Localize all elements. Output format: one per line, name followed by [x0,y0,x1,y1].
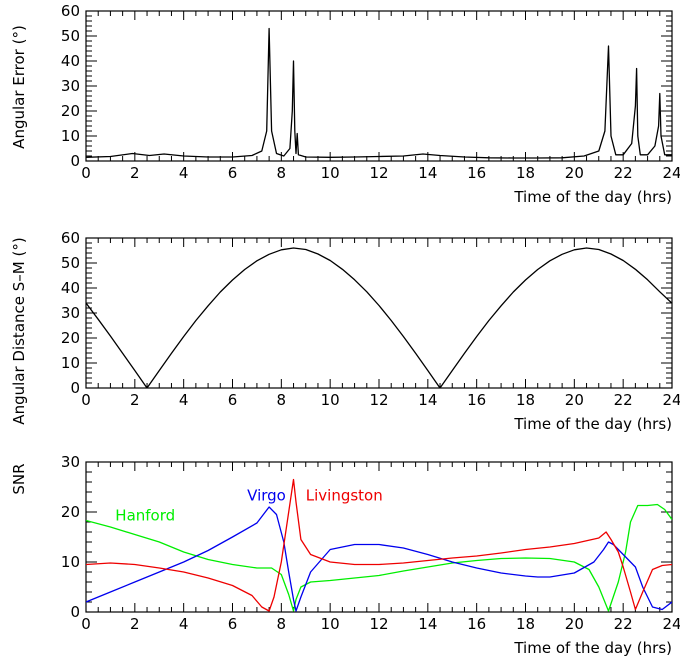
x-tick-label: 16 [467,164,486,182]
x-tick-label: 2 [130,391,140,409]
x-tick-label: 0 [81,615,91,633]
y-axis-label: SNR [10,463,28,494]
y-tick-label: 0 [70,603,80,621]
y-tick-label: 10 [61,354,80,372]
y-tick-label: 60 [61,2,80,20]
x-tick-label: 20 [565,164,584,182]
x-tick-label: 16 [467,615,486,633]
x-axis-label: Time of the day (hrs) [513,639,672,657]
x-axis-label: Time of the day (hrs) [513,415,672,433]
y-tick-label: 10 [61,127,80,145]
x-tick-label: 8 [277,391,287,409]
x-tick-label: 24 [662,164,680,182]
y-tick-label: 0 [70,152,80,170]
y-axis-label: Angular Distance S–M (°) [10,237,28,424]
y-tick-label: 30 [61,77,80,95]
series-annotation-virgo: Virgo [247,487,286,505]
y-axis-label: Angular Error (°) [10,25,28,149]
x-tick-label: 0 [81,164,91,182]
y-tick-label: 50 [61,254,80,272]
y-tick-label: 0 [70,379,80,397]
x-axis-label: Time of the day (hrs) [513,188,672,206]
x-tick-label: 22 [614,391,633,409]
x-tick-label: 24 [662,615,680,633]
x-tick-label: 24 [662,391,680,409]
x-tick-label: 18 [516,164,535,182]
y-tick-label: 30 [61,304,80,322]
x-tick-label: 6 [228,615,238,633]
x-tick-label: 6 [228,391,238,409]
x-tick-label: 20 [565,615,584,633]
plot-frame [85,10,673,162]
x-tick-label: 8 [277,164,287,182]
y-tick-label: 50 [61,27,80,45]
x-tick-label: 22 [614,164,633,182]
x-tick-label: 4 [179,391,189,409]
y-tick-label: 40 [61,279,80,297]
x-tick-label: 10 [321,164,340,182]
series-line-hanford [86,503,672,612]
x-tick-label: 4 [179,164,189,182]
x-tick-label: 12 [369,164,388,182]
x-tick-label: 4 [179,615,189,633]
x-tick-label: 6 [228,164,238,182]
x-tick-label: 8 [277,615,287,633]
x-tick-label: 14 [418,391,437,409]
x-tick-label: 14 [418,615,437,633]
x-tick-label: 12 [369,391,388,409]
y-tick-label: 30 [61,453,80,471]
x-tick-label: 14 [418,164,437,182]
x-tick-label: 18 [516,615,535,633]
x-tick-label: 16 [467,391,486,409]
series-line [86,247,672,388]
y-tick-label: 40 [61,52,80,70]
y-tick-label: 20 [61,102,80,120]
x-tick-label: 2 [130,164,140,182]
y-tick-label: 10 [61,553,80,571]
x-tick-label: 12 [369,615,388,633]
series-line-livingston [86,478,672,612]
series-line [86,27,672,159]
x-tick-label: 10 [321,391,340,409]
plot-frame [85,237,673,389]
x-tick-label: 22 [614,615,633,633]
x-tick-label: 2 [130,615,140,633]
y-tick-label: 20 [61,503,80,521]
x-tick-label: 0 [81,391,91,409]
plot-frame [85,461,673,613]
series-annotation-livingston: Livingston [306,487,383,505]
series-annotation-hanford: Hanford [115,507,175,525]
x-tick-label: 10 [321,615,340,633]
x-tick-label: 18 [516,391,535,409]
series-line-virgo [86,506,672,612]
x-tick-label: 20 [565,391,584,409]
y-tick-label: 60 [61,229,80,247]
y-tick-label: 20 [61,329,80,347]
